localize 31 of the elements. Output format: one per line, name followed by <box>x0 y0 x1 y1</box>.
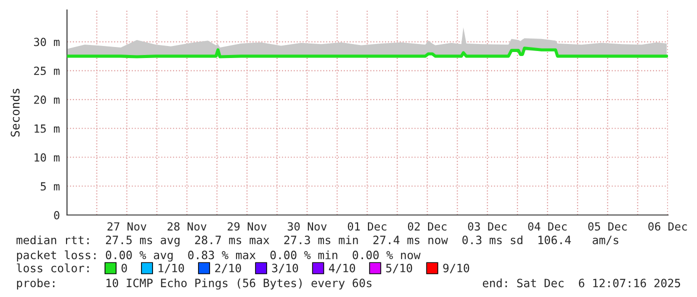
x-tick-label: 05 Dec <box>588 222 627 231</box>
x-tick-label: 04 Dec <box>528 222 567 231</box>
x-tick-label: 29 Nov <box>228 222 267 231</box>
legend-label: 9/10 <box>443 264 470 274</box>
x-tick-label: 30 Nov <box>288 222 327 231</box>
y-tick-label: 5 m <box>40 182 60 191</box>
text: end: Sat Dec 6 12:07:16 2025 <box>482 278 680 288</box>
legend-label: 5/10 <box>386 264 412 274</box>
legend-label: 2/10 <box>215 264 241 274</box>
y-axis-title: Seconds <box>10 88 20 137</box>
x-tick-label: 03 Dec <box>468 222 507 231</box>
text: loss color: <box>16 263 89 272</box>
text: probe: 10 ICMP Echo Pings (56 Bytes) every 60s <box>17 278 372 290</box>
text: packet loss: 0.00 % avg 0.83 % max 0.00 % min 0.00 % now <box>17 250 421 262</box>
y-tick-label: 0 <box>54 211 60 220</box>
y-tick-label: 15 m <box>34 124 60 133</box>
text: median rtt: 27.5 ms avg 28.7 ms max 27.3 ms min 27.4 ms now 0.3 ms sd 106.4 am/s <box>16 235 618 247</box>
legend-label: 3/10 <box>272 264 298 274</box>
x-tick-label: 01 Dec <box>348 222 386 231</box>
x-tick-label: 27 Nov <box>108 222 146 231</box>
y-tick-label: 20 m <box>34 96 60 104</box>
x-tick-label: 02 Dec <box>408 222 446 231</box>
legend-label: 0 <box>122 264 127 272</box>
line-series <box>67 46 668 58</box>
y-tick-label: 25 m <box>34 66 60 76</box>
y-tick-label: 30 m <box>34 38 60 46</box>
legend-label: 1/10 <box>158 264 184 274</box>
legend-label: 4/10 <box>328 264 356 274</box>
y-tick-label: 10 m <box>34 153 60 162</box>
x-tick-label: 06 Dec <box>648 222 687 231</box>
x-tick-label: 28 Nov <box>168 222 206 231</box>
